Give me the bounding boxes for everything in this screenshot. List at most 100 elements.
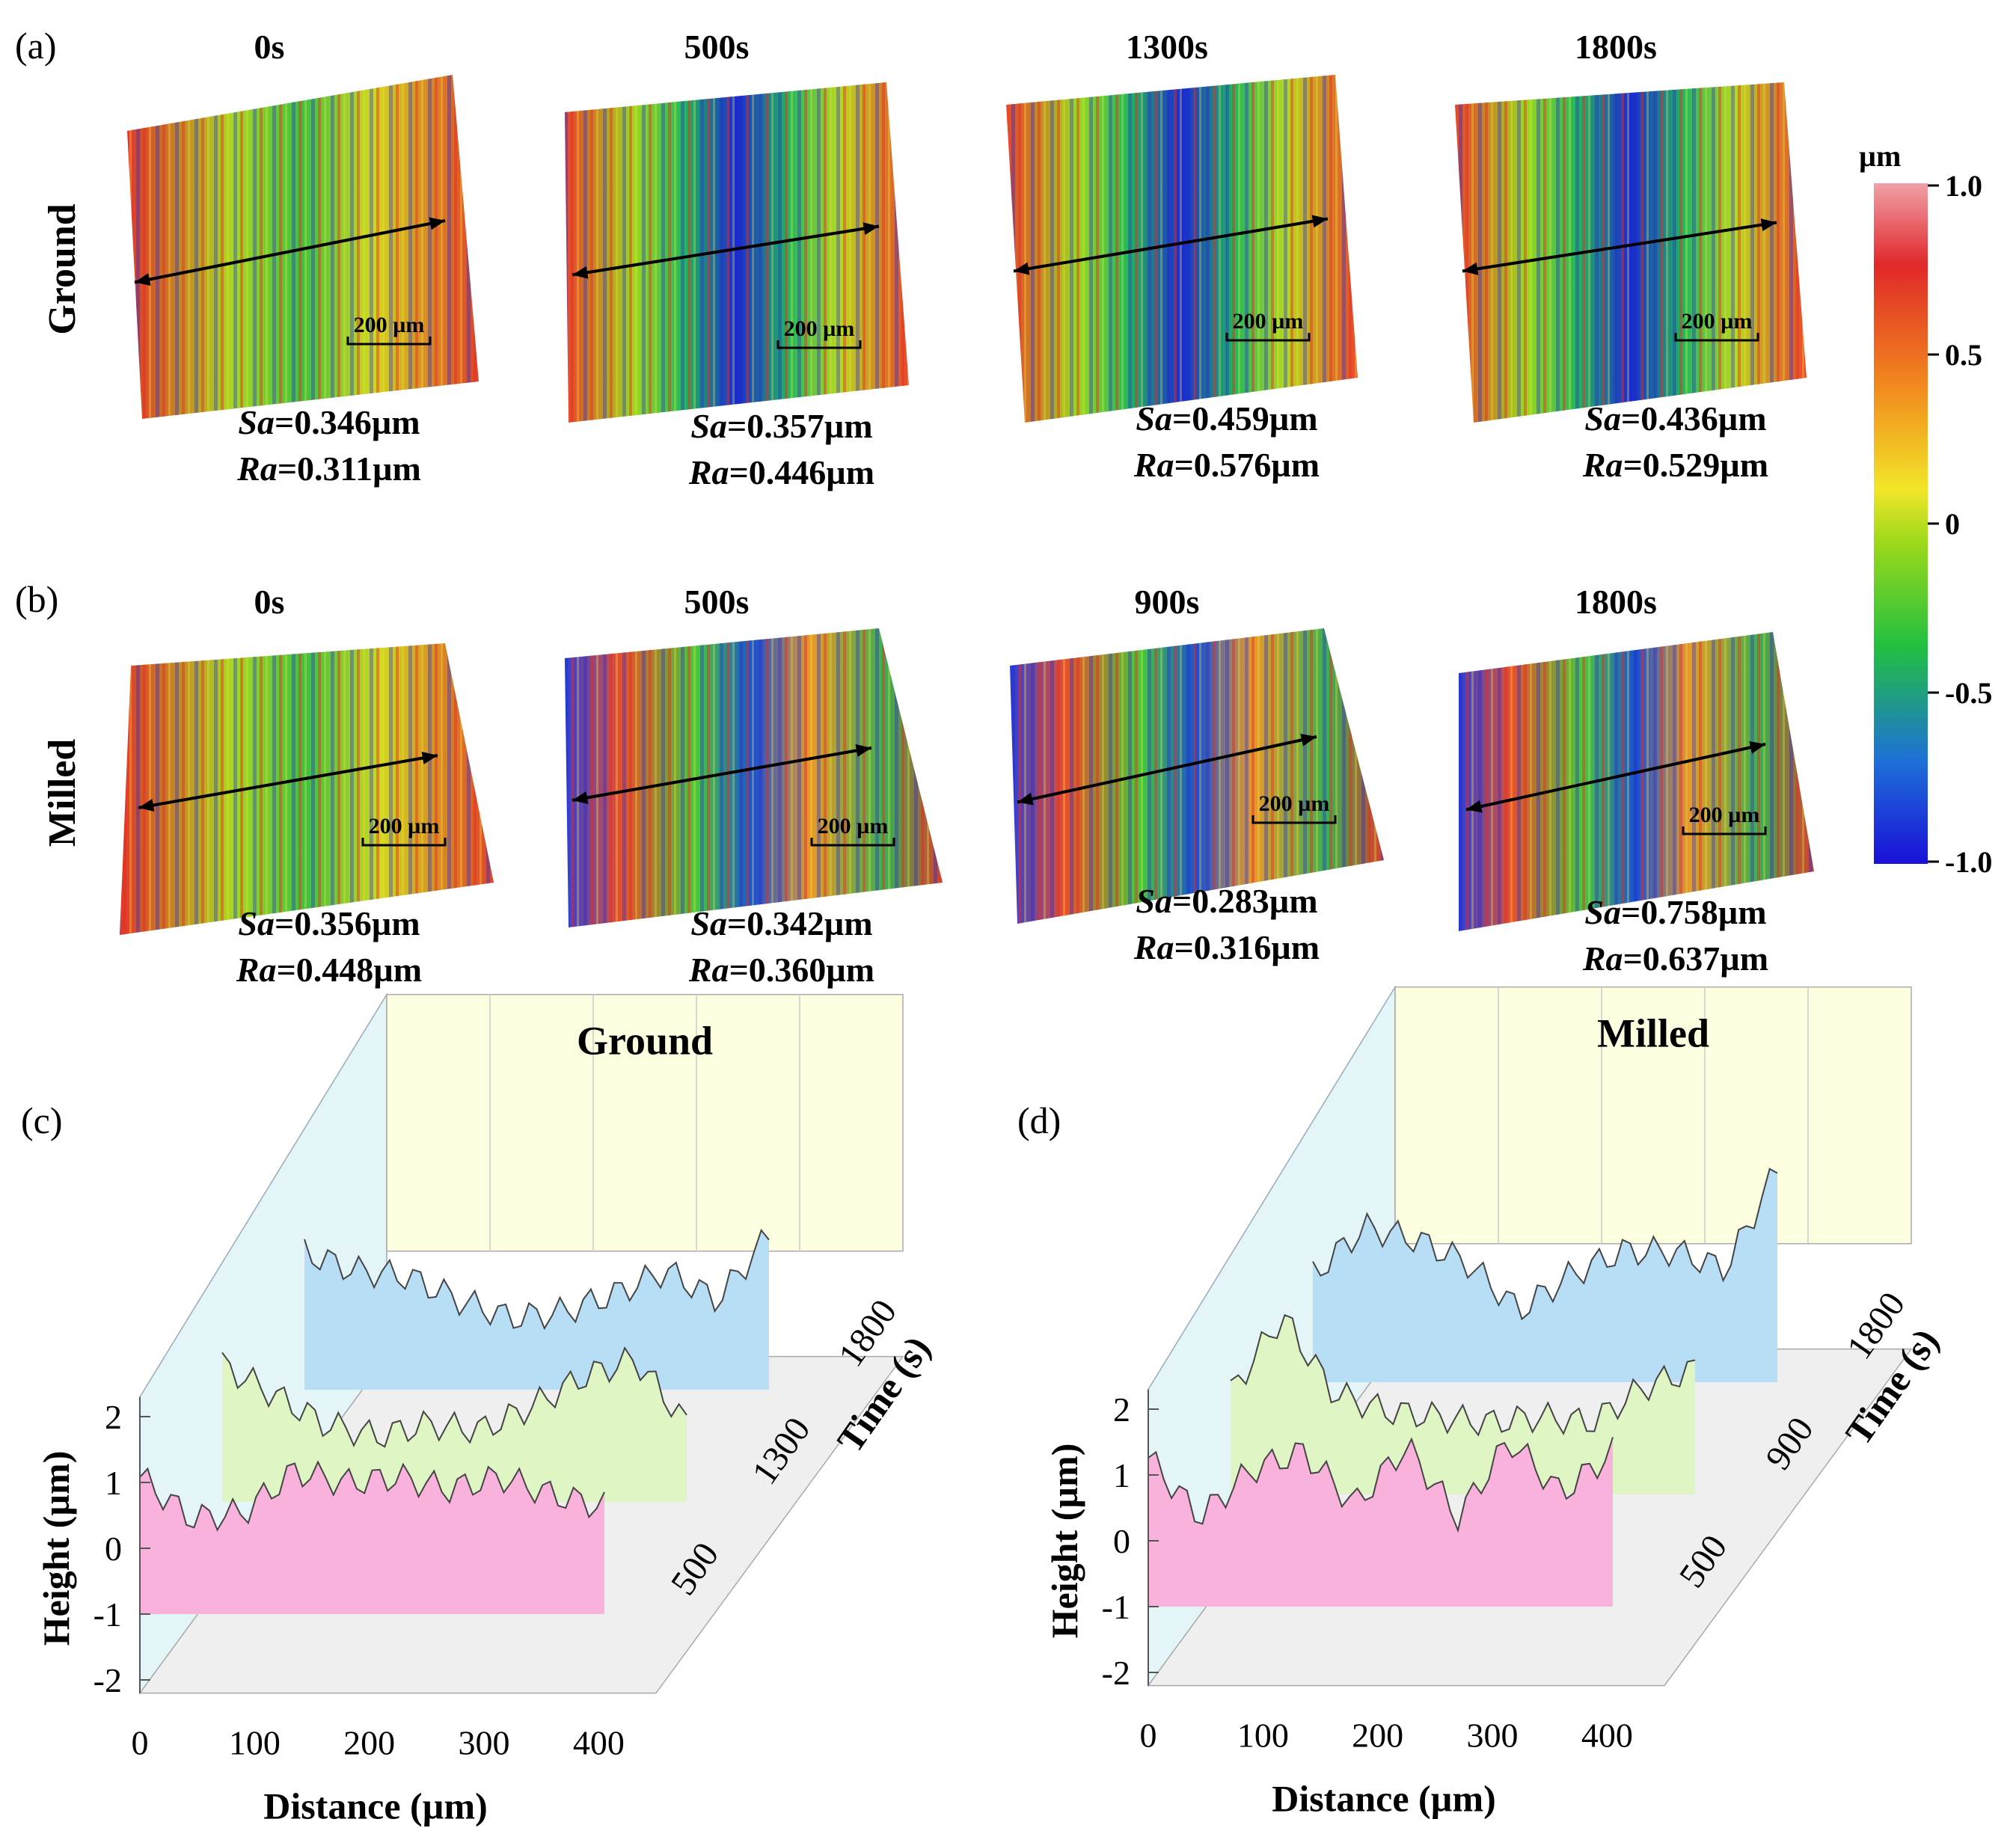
row-label-milled: Milled <box>41 739 84 847</box>
scale-bar <box>1251 815 1337 824</box>
ra-symbol: Ra <box>1133 928 1174 966</box>
x-tick-label: 100 <box>1237 1717 1289 1755</box>
scale-bar-label: 200 µm <box>1233 309 1304 334</box>
row-label-ground: Ground <box>41 203 84 334</box>
ra-number: =0.448µm <box>277 951 423 989</box>
sa-value: Sa=0.346µm <box>238 403 420 441</box>
scale-bar-label: 200 µm <box>1689 803 1760 827</box>
colorbar-gradient <box>1874 183 1928 864</box>
sa-number: =0.436µm <box>1621 399 1767 438</box>
sa-symbol: Sa <box>238 904 275 942</box>
sa-value: Sa=0.436µm <box>1584 399 1766 438</box>
ra-value: Ra=0.637µm <box>1582 939 1768 978</box>
profile-arrow <box>1017 735 1317 804</box>
arrow-head <box>135 273 151 286</box>
ra-value: Ra=0.316µm <box>1133 928 1320 966</box>
ra-symbol: Ra <box>1582 446 1623 484</box>
y-tick-label: 2 <box>1113 1390 1130 1429</box>
scale-bar-label: 200 µm <box>354 313 425 337</box>
x-tick-label: 100 <box>229 1724 281 1762</box>
scale-bar <box>1225 333 1311 342</box>
x-tick-label: 300 <box>459 1724 510 1762</box>
scale-bar-label: 200 µm <box>1259 791 1330 816</box>
y-tick-label: -1 <box>1102 1588 1130 1626</box>
series-area <box>1231 1315 1695 1494</box>
topography-map: 200 µm <box>120 643 494 935</box>
y-tick-label: 1 <box>1113 1456 1130 1494</box>
panel-d-label: (d) <box>1017 1099 1061 1141</box>
arrow-head <box>429 217 445 230</box>
series-area <box>222 1348 687 1502</box>
sa-number: =0.356µm <box>275 904 420 942</box>
time-label: 1300s <box>1126 28 1208 66</box>
time-label: 500s <box>684 28 750 66</box>
topography-map: 200 µm <box>565 82 909 423</box>
ra-symbol: Ra <box>688 453 729 491</box>
sa-symbol: Sa <box>1136 399 1172 438</box>
sa-value: Sa=0.758µm <box>1584 893 1766 931</box>
colorbar-tick-label: -1.0 <box>1945 845 1992 879</box>
sa-symbol: Sa <box>1136 882 1172 920</box>
ra-value: Ra=0.529µm <box>1582 446 1768 484</box>
sa-number: =0.758µm <box>1621 893 1767 931</box>
arrow-head <box>572 266 589 279</box>
chart-ground-3d: Ground 2 1 0 -1 -2 Height (µm) 0 100 200 300 400 Dis… <box>35 992 938 1827</box>
sa-number: =0.342µm <box>727 904 873 942</box>
series-area <box>1313 1168 1777 1382</box>
y-tick-label: -2 <box>94 1661 122 1699</box>
arrow-head <box>1749 740 1765 754</box>
colorbar-tick-label: 1.0 <box>1945 169 1982 203</box>
time-label: 0s <box>254 583 285 621</box>
topography-stripes <box>127 75 479 419</box>
ra-value: Ra=0.576µm <box>1133 446 1320 484</box>
topography-map: 200 µm <box>1455 82 1807 423</box>
sa-symbol: Sa <box>1584 893 1621 931</box>
sa-symbol: Sa <box>690 407 727 445</box>
scale-bar-label: 200 µm <box>818 814 889 838</box>
ra-symbol: Ra <box>688 951 729 989</box>
sa-number: =0.459µm <box>1172 399 1318 438</box>
y-tick-label: 1 <box>105 1464 122 1502</box>
time-label: 1800s <box>1575 583 1657 621</box>
sa-value: Sa=0.342µm <box>690 904 872 942</box>
scale-bar-label: 200 µm <box>369 814 440 838</box>
y-tick-label: 2 <box>105 1398 122 1436</box>
x-axis-label: Distance (µm) <box>1272 1778 1496 1820</box>
arrow-head <box>1462 262 1479 275</box>
profile-arrow <box>138 754 438 809</box>
scale-bar <box>1682 826 1767 835</box>
arrow-head <box>1760 218 1777 232</box>
arrow-head <box>421 752 438 764</box>
panel-c-label: (c) <box>21 1099 63 1141</box>
topography-stripes <box>565 628 943 927</box>
ra-value: Ra=0.448µm <box>236 951 422 989</box>
ra-number: =0.576µm <box>1174 446 1320 484</box>
x-tick-label: 200 <box>1352 1717 1403 1755</box>
time-label: 1800s <box>1575 28 1657 66</box>
series-area <box>140 1462 604 1614</box>
ra-number: =0.637µm <box>1623 939 1769 978</box>
back-wall <box>386 993 904 1252</box>
arrow-head <box>572 791 589 804</box>
arrow-head <box>1300 733 1317 746</box>
scale-bar <box>776 340 862 349</box>
topography-map: 200 µm <box>1010 628 1384 924</box>
chart-title: Ground <box>577 1019 713 1064</box>
colorbar-tick-label: 0.5 <box>1945 338 1982 372</box>
x-tick-label: 200 <box>343 1724 395 1762</box>
sa-number: =0.283µm <box>1172 882 1318 920</box>
x-tick-label: 400 <box>1581 1717 1633 1755</box>
topography-map: 200 µm <box>1006 75 1358 423</box>
time-label: 500s <box>684 583 750 621</box>
topography-stripes <box>120 643 494 935</box>
scale-bar-label: 200 µm <box>1682 309 1753 334</box>
colorbar: µm 1.0 0.5 0 -0.5 -1.0 <box>1859 139 1992 879</box>
ra-number: =0.360µm <box>729 951 875 989</box>
chart-milled-3d: Milled 2 1 0 -1 -2 Height (µm) 0 100 200 300 400 Dis… <box>1044 984 1946 1820</box>
sa-value: Sa=0.459µm <box>1136 399 1317 438</box>
scale-bar <box>1674 333 1759 342</box>
arrow-head <box>1466 800 1483 813</box>
y-axis-label: Height (µm) <box>35 1451 77 1646</box>
colorbar-tick-label: 0 <box>1945 507 1960 541</box>
arrow-head <box>863 222 879 236</box>
